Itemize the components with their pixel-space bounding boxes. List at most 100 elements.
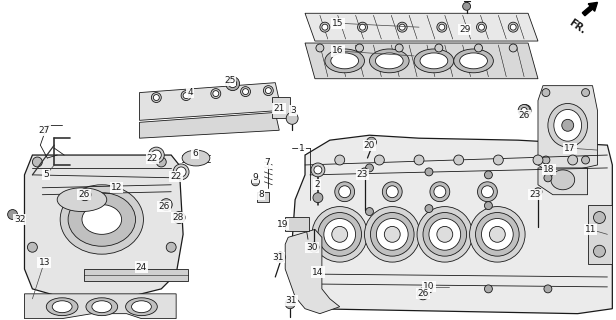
Circle shape bbox=[339, 186, 351, 198]
Circle shape bbox=[7, 210, 17, 220]
Circle shape bbox=[264, 86, 274, 96]
Text: 13: 13 bbox=[39, 258, 50, 267]
Circle shape bbox=[251, 178, 259, 186]
Circle shape bbox=[285, 299, 295, 309]
Circle shape bbox=[534, 188, 542, 196]
Ellipse shape bbox=[92, 301, 111, 313]
Text: 12: 12 bbox=[111, 183, 123, 192]
Circle shape bbox=[395, 44, 403, 52]
Circle shape bbox=[469, 207, 525, 262]
Circle shape bbox=[360, 168, 368, 176]
Ellipse shape bbox=[414, 49, 454, 73]
Circle shape bbox=[509, 44, 517, 52]
Circle shape bbox=[355, 44, 363, 52]
Circle shape bbox=[533, 155, 543, 165]
Ellipse shape bbox=[82, 204, 121, 234]
Circle shape bbox=[399, 24, 405, 30]
Text: 10: 10 bbox=[423, 282, 435, 292]
Circle shape bbox=[33, 157, 43, 167]
Text: 14: 14 bbox=[312, 268, 323, 276]
Circle shape bbox=[522, 108, 528, 113]
Circle shape bbox=[476, 212, 519, 256]
Circle shape bbox=[484, 285, 492, 293]
Circle shape bbox=[489, 227, 505, 242]
Circle shape bbox=[435, 44, 443, 52]
Circle shape bbox=[225, 77, 240, 91]
Circle shape bbox=[484, 171, 492, 179]
Circle shape bbox=[79, 189, 91, 201]
Circle shape bbox=[173, 212, 185, 223]
Circle shape bbox=[181, 91, 191, 100]
Ellipse shape bbox=[46, 298, 78, 316]
Text: FR.: FR. bbox=[567, 18, 587, 36]
Circle shape bbox=[173, 164, 189, 180]
Text: 3: 3 bbox=[290, 106, 296, 115]
Circle shape bbox=[241, 87, 251, 97]
Circle shape bbox=[384, 227, 400, 242]
Circle shape bbox=[518, 105, 530, 116]
Circle shape bbox=[166, 242, 176, 252]
Text: 28: 28 bbox=[172, 213, 184, 222]
Circle shape bbox=[176, 167, 186, 177]
Ellipse shape bbox=[370, 49, 409, 73]
Circle shape bbox=[163, 202, 169, 208]
Circle shape bbox=[484, 202, 492, 210]
Polygon shape bbox=[538, 86, 598, 175]
Polygon shape bbox=[588, 204, 612, 264]
Text: 27: 27 bbox=[39, 126, 50, 135]
Text: 7: 7 bbox=[264, 158, 270, 167]
Circle shape bbox=[593, 212, 606, 223]
Text: 18: 18 bbox=[543, 165, 554, 174]
Circle shape bbox=[397, 22, 407, 32]
Circle shape bbox=[434, 186, 446, 198]
Circle shape bbox=[324, 219, 355, 250]
Text: 25: 25 bbox=[224, 76, 235, 85]
Ellipse shape bbox=[126, 298, 157, 316]
Text: 22: 22 bbox=[171, 172, 182, 181]
Circle shape bbox=[582, 156, 590, 164]
Circle shape bbox=[544, 285, 552, 293]
Bar bbox=[257, 192, 269, 202]
Circle shape bbox=[229, 80, 237, 88]
Bar bbox=[84, 269, 188, 281]
Circle shape bbox=[568, 155, 578, 165]
Polygon shape bbox=[285, 229, 339, 314]
Circle shape bbox=[152, 92, 161, 102]
Circle shape bbox=[493, 155, 503, 165]
Circle shape bbox=[156, 157, 166, 167]
Text: 6: 6 bbox=[192, 148, 198, 157]
Circle shape bbox=[544, 174, 552, 182]
Ellipse shape bbox=[52, 301, 72, 313]
Polygon shape bbox=[290, 135, 612, 314]
Circle shape bbox=[211, 89, 221, 99]
Circle shape bbox=[243, 89, 248, 95]
Circle shape bbox=[320, 22, 330, 32]
Ellipse shape bbox=[375, 53, 403, 69]
Circle shape bbox=[213, 91, 219, 97]
Circle shape bbox=[383, 182, 402, 202]
Text: 31: 31 bbox=[285, 296, 297, 305]
Circle shape bbox=[425, 204, 433, 212]
Circle shape bbox=[322, 24, 328, 30]
Circle shape bbox=[365, 208, 373, 215]
Circle shape bbox=[439, 24, 445, 30]
Text: 26: 26 bbox=[417, 289, 429, 298]
Circle shape bbox=[360, 24, 365, 30]
Circle shape bbox=[542, 156, 550, 164]
Circle shape bbox=[417, 288, 429, 300]
Text: 9: 9 bbox=[253, 173, 258, 182]
Circle shape bbox=[28, 242, 38, 252]
Circle shape bbox=[386, 186, 398, 198]
Text: 19: 19 bbox=[277, 220, 288, 229]
Ellipse shape bbox=[68, 193, 136, 246]
Ellipse shape bbox=[325, 49, 365, 73]
Circle shape bbox=[425, 168, 433, 176]
Text: 16: 16 bbox=[332, 46, 344, 55]
Circle shape bbox=[477, 182, 497, 202]
Circle shape bbox=[176, 214, 182, 220]
Circle shape bbox=[314, 166, 322, 174]
Circle shape bbox=[414, 155, 424, 165]
FancyArrow shape bbox=[582, 2, 598, 16]
Ellipse shape bbox=[86, 298, 118, 316]
Text: 30: 30 bbox=[306, 243, 318, 252]
